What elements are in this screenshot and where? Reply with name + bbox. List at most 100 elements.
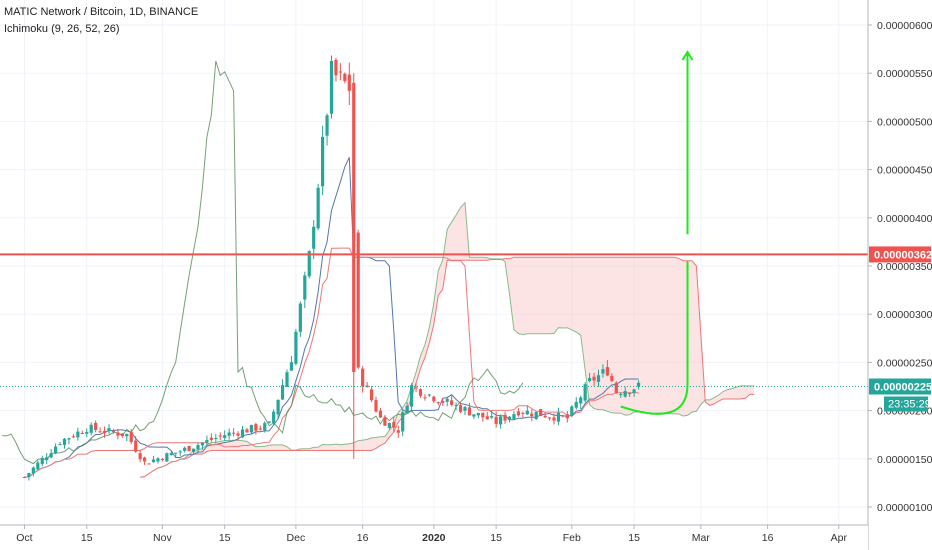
candle-body [254, 424, 258, 431]
candle-body [556, 412, 561, 422]
price-axis-bg [868, 0, 932, 550]
candle-body [67, 438, 71, 440]
price-tick-label: 0.00000550 [877, 68, 932, 80]
candle-body [31, 467, 35, 474]
candle-body [138, 453, 142, 460]
candle-body [369, 389, 374, 401]
candle-body [552, 417, 556, 421]
time-tick-label: Oct [16, 532, 32, 544]
chart-grid [0, 0, 868, 525]
time-tick-label: 16 [357, 532, 369, 544]
candle-body [151, 459, 156, 463]
candle-body [610, 375, 614, 382]
chart-title[interactable]: MATIC Network / Bitcoin, 1D, BINANCE [4, 6, 199, 18]
candle-body [209, 437, 213, 440]
time-tick-label: Feb [563, 532, 581, 544]
candle-body [383, 417, 387, 426]
time-tick-label: 15 [628, 532, 640, 544]
candle-body [418, 389, 423, 396]
candle-body [356, 232, 360, 368]
candle-body [36, 462, 40, 470]
candle-body [605, 367, 609, 376]
candle-body [485, 416, 489, 420]
indicator-label[interactable]: Ichimoku (9, 26, 52, 26) [4, 23, 120, 35]
time-tick-label: 15 [219, 532, 231, 544]
candle-body [294, 331, 298, 364]
candle-body [490, 416, 494, 418]
candle-body [40, 458, 44, 465]
candle-body [160, 458, 164, 461]
candle-body [316, 187, 320, 229]
time-tick-label: Dec [287, 532, 306, 544]
candle-body [169, 453, 173, 456]
candle-body [432, 396, 436, 402]
candle-body [361, 368, 365, 387]
candle-body [298, 303, 302, 332]
candle-body [178, 451, 182, 453]
candle-body [263, 423, 267, 431]
candle-body [410, 385, 414, 407]
candle-body [592, 376, 596, 381]
candle-body [516, 411, 520, 416]
candle-body [521, 412, 525, 414]
user-drawing[interactable] [620, 50, 694, 415]
current-price-tag-bg [869, 378, 931, 395]
candle-body [49, 453, 53, 458]
candle-body [147, 463, 151, 465]
candle-body [396, 430, 400, 433]
time-tick-label: 16 [762, 532, 774, 544]
candle-body [539, 409, 543, 417]
candle-body [543, 415, 547, 418]
candle-body [98, 431, 102, 433]
candle-body [481, 412, 485, 418]
countdown-tag: 23:35:29 [888, 399, 931, 411]
candle-body [499, 416, 503, 425]
candle-body [583, 384, 587, 401]
candle-body [632, 389, 636, 393]
candle-body [196, 445, 200, 450]
chart-overlays [0, 253, 868, 387]
base-line [24, 247, 639, 478]
candle-body [307, 251, 311, 277]
candle-body [120, 433, 124, 436]
candle-body [392, 422, 396, 428]
price-tick-label: 0.00000100 [877, 502, 932, 514]
candle-body [623, 391, 627, 397]
candle-body [272, 411, 276, 423]
candle-body [205, 439, 209, 443]
candle-body [588, 378, 592, 381]
time-tick-label: 15 [490, 532, 502, 544]
candle-body [347, 74, 351, 91]
candle-body [45, 457, 49, 461]
candle-body [76, 431, 80, 438]
candle-body [245, 429, 249, 433]
candle-body [267, 421, 271, 423]
candle-body [454, 405, 458, 407]
candle-body [463, 407, 467, 411]
candle-body [472, 414, 476, 417]
candle-body [236, 433, 240, 436]
drawing-arrow[interactable] [681, 50, 694, 235]
candle-body [276, 399, 280, 415]
resistance-price-tag: 0.00000362 [874, 249, 932, 261]
price-tick-label: 0.00000400 [877, 213, 932, 225]
candle-body [165, 453, 169, 462]
candle-body [614, 382, 618, 393]
candle-body [321, 136, 325, 187]
candle-body [214, 437, 218, 439]
candle-body [570, 406, 574, 417]
candle-body [218, 435, 222, 437]
candle-body [325, 115, 329, 136]
drawing-curve[interactable] [620, 261, 689, 415]
candle-body [85, 431, 89, 434]
candle-body [494, 416, 498, 424]
candle-body [174, 452, 178, 454]
candle-body [476, 412, 480, 416]
candle-body [329, 60, 334, 114]
candle-body [129, 432, 133, 443]
candle-body [285, 372, 289, 387]
candle-body [280, 385, 285, 400]
candle-body [441, 400, 445, 403]
